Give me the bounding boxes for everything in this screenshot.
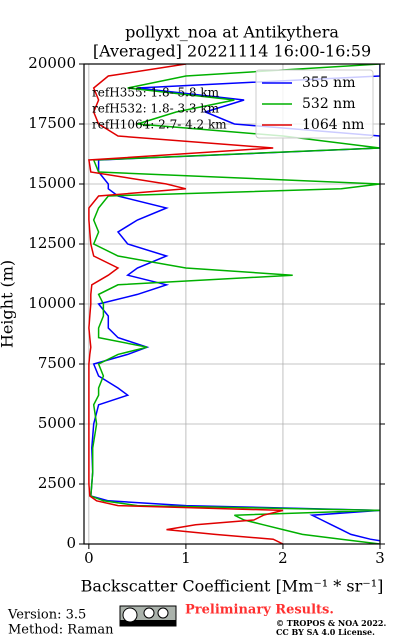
- y-tick-label: 17500: [28, 114, 76, 132]
- annotation: refH355: 1.8- 5.8 km: [92, 86, 220, 100]
- y-tick-label: 2500: [38, 474, 76, 492]
- plot-frame: [83, 63, 381, 545]
- legend-label: 1064 nm: [302, 117, 364, 133]
- legend-label: 355 nm: [302, 75, 355, 91]
- plot-lines: [88, 64, 380, 544]
- y-axis-label: Height (m): [0, 260, 17, 348]
- y-tick-label: 12500: [28, 234, 76, 252]
- chart-title: pollyxt_noa at Antikythera: [125, 23, 339, 42]
- legend-box: [255, 69, 374, 139]
- status: Preliminary Results.: [185, 603, 334, 618]
- copyright: © TROPOS & NOA 2022.: [276, 618, 386, 628]
- y-tick-label: 7500: [38, 354, 76, 372]
- x-tick-label: 2: [278, 549, 288, 567]
- x-tick-label: 1: [181, 549, 191, 567]
- method: Method: Raman: [8, 623, 114, 638]
- version: Version: 3.5: [7, 608, 86, 623]
- chart-subtitle: [Averaged] 20221114 16:00-16:59: [93, 42, 371, 61]
- license-logo: [119, 605, 177, 627]
- profile-line: [88, 64, 284, 544]
- y-tick-label: 0: [66, 534, 76, 552]
- y-tick-label: 20000: [28, 54, 76, 72]
- x-tick-label: 3: [375, 549, 385, 567]
- y-tick-label: 5000: [38, 414, 76, 432]
- y-tick-label: 15000: [28, 174, 76, 192]
- profile-line: [90, 64, 380, 544]
- x-axis-label: Backscatter Coefficient [Mm⁻¹ * sr⁻¹]: [81, 577, 384, 596]
- legend-label: 532 nm: [302, 96, 355, 112]
- annotation: refH532: 1.8- 3.3 km: [92, 102, 220, 116]
- x-tick-label: 0: [84, 549, 94, 567]
- annotation: refH1064: 2.7- 4.2 km: [92, 118, 227, 132]
- y-tick-label: 10000: [28, 294, 76, 312]
- copyright: CC BY SA 4.0 License.: [276, 627, 375, 637]
